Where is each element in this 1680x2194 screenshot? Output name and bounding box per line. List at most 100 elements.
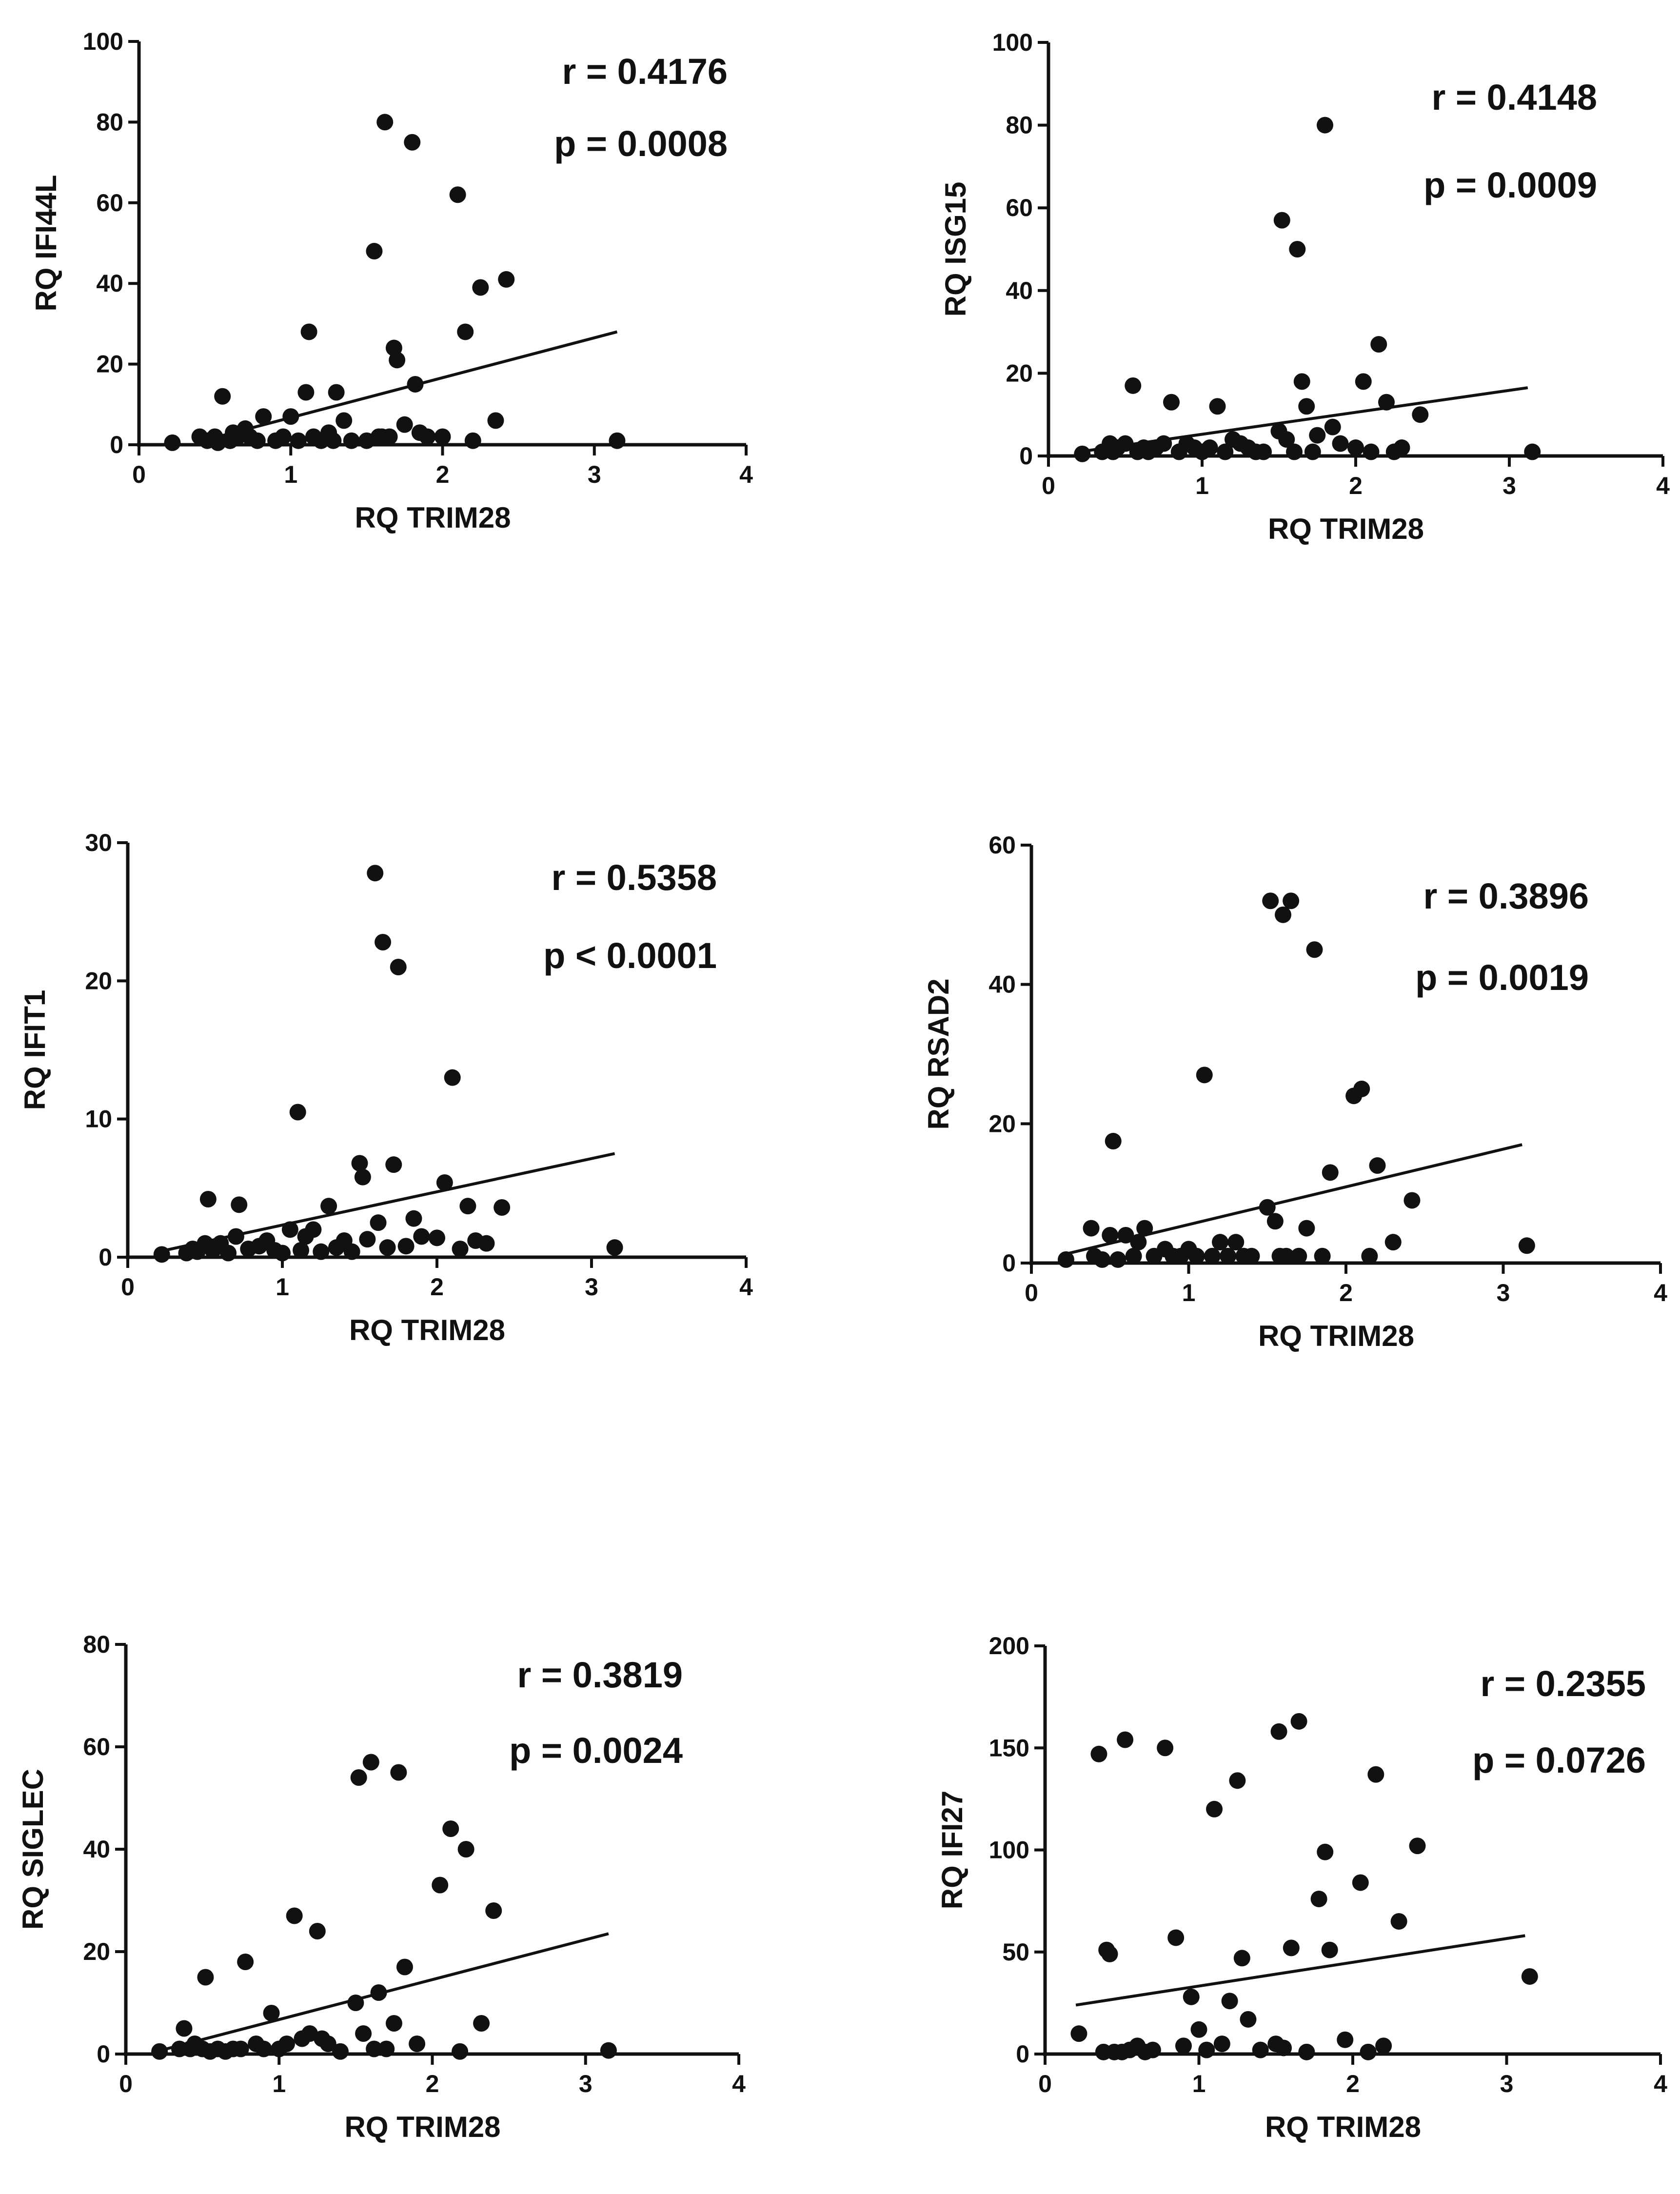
panel-3-data-point xyxy=(305,1221,322,1238)
panel-3-x-tick-label: 2 xyxy=(430,1273,444,1301)
panel-6-x-tick-label: 1 xyxy=(1192,2070,1206,2097)
panel-3-data-point xyxy=(436,1174,453,1191)
panel-4-data-point xyxy=(1196,1067,1213,1084)
panel-4-x-axis-label: RQ TRIM28 xyxy=(1258,1320,1414,1352)
panel-3-data-point xyxy=(494,1199,511,1216)
panel-3-data-point xyxy=(606,1239,623,1256)
panel-4-data-point xyxy=(1188,1247,1205,1265)
panel-5-data-point xyxy=(396,1958,413,1976)
panel-1-data-point xyxy=(370,428,387,445)
panel-2-data-point xyxy=(1074,445,1091,462)
panel-3-data-point xyxy=(359,1231,376,1248)
panel-5-data-point xyxy=(176,2020,193,2037)
panel-4-data-point xyxy=(1136,1220,1153,1237)
panel-6-y-axis-label: RQ IFI27 xyxy=(936,1791,968,1909)
panel-2-data-point xyxy=(1201,439,1218,456)
panel-2-data-point xyxy=(1309,427,1326,444)
panel-6-data-point xyxy=(1375,2037,1392,2055)
panel-4-x-tick-label: 1 xyxy=(1182,1279,1196,1306)
panel-1-data-point xyxy=(275,428,292,445)
panel-4-data-point xyxy=(1262,892,1279,909)
panel-4-data-point xyxy=(1361,1247,1378,1265)
panel-4-data-point xyxy=(1298,1220,1315,1237)
panel-6-data-point xyxy=(1367,1766,1384,1783)
panel-2-data-point xyxy=(1255,443,1272,460)
panel-4-data-point xyxy=(1083,1220,1100,1237)
panel-1-data-point xyxy=(366,243,383,260)
panel-1-y-tick-label: 60 xyxy=(96,189,123,217)
panel-5-data-point xyxy=(409,2036,426,2052)
panel-5-x-tick-label: 2 xyxy=(426,2070,439,2097)
panel-4-data-point xyxy=(1094,1251,1111,1268)
panel-2-data-point xyxy=(1217,443,1234,460)
panel-1-data-point xyxy=(255,408,272,425)
panel-6-data-point xyxy=(1190,2021,1207,2038)
panel-1-data-point xyxy=(396,416,413,433)
panel-4-data-point xyxy=(1204,1247,1221,1265)
panel-5-data-point xyxy=(332,2043,349,2060)
panel-4-data-point xyxy=(1275,906,1291,923)
panel-3-y-tick-label: 20 xyxy=(85,967,112,994)
panel-3-data-point xyxy=(281,1221,298,1238)
panel-6-x-tick-label: 4 xyxy=(1654,2070,1667,2097)
panel-4-data-point xyxy=(1369,1157,1386,1174)
panel-1-data-point xyxy=(328,384,345,401)
panel-1-x-tick-label: 4 xyxy=(739,461,753,488)
panel-6-data-point xyxy=(1317,1843,1334,1860)
panel-1-p-value: p = 0.0008 xyxy=(554,123,728,164)
panel-1-data-point xyxy=(249,432,266,449)
panel-3-data-point xyxy=(227,1228,244,1245)
panel-4-data-point xyxy=(1227,1234,1245,1251)
panel-1-data-point xyxy=(297,384,315,401)
panel-6-x-tick-label: 2 xyxy=(1346,2070,1360,2097)
panel-3-x-axis-label: RQ TRIM28 xyxy=(349,1314,505,1346)
panel-3-y-tick-label: 0 xyxy=(99,1244,112,1271)
panel-2-data-point xyxy=(1125,377,1142,394)
panel-5-data-point xyxy=(309,1923,326,1939)
panel-1-x-tick-label: 2 xyxy=(436,461,450,488)
panel-3-data-point xyxy=(397,1238,415,1255)
panel-3-r-value: r = 0.5358 xyxy=(552,857,717,898)
panel-3-data-point xyxy=(153,1246,170,1263)
panel-5-data-point xyxy=(255,2040,272,2057)
panel-6-data-point xyxy=(1521,1968,1538,1985)
panel-5-x-axis-label: RQ TRIM28 xyxy=(344,2111,500,2143)
panel-2-y-tick-label: 0 xyxy=(1019,442,1033,470)
panel-1-data-point xyxy=(457,323,474,340)
panel-2-x-tick-label: 3 xyxy=(1502,472,1516,499)
panel-5-data-point xyxy=(350,1769,367,1786)
panel-1-r-value: r = 0.4176 xyxy=(562,51,728,92)
panel-6-y-tick-label: 100 xyxy=(989,1837,1029,1864)
panel-6-y-tick-label: 150 xyxy=(989,1734,1029,1761)
panel-6-data-point xyxy=(1310,1890,1327,1907)
panel-6-regression-line xyxy=(1075,1934,1525,2007)
panel-1-data-point xyxy=(434,428,451,445)
panel-3-data-point xyxy=(444,1069,461,1086)
panel-4-y-tick-label: 0 xyxy=(1002,1249,1016,1277)
panel-5-x-tick-label: 3 xyxy=(579,2070,593,2097)
panel-5-data-point xyxy=(347,1995,364,2011)
panel-4-data-point xyxy=(1290,1247,1307,1265)
panel-5-data-point xyxy=(286,1907,303,1924)
panel-5-y-axis-label: RQ SIGLEC xyxy=(17,1769,49,1930)
panel-3-data-point xyxy=(313,1243,330,1260)
panel-4-data-point xyxy=(1102,1226,1119,1244)
panel-1-data-point xyxy=(325,432,342,449)
panel-6-x-tick-label: 3 xyxy=(1500,2070,1514,2097)
panel-3-data-point xyxy=(274,1245,291,1262)
panel-3-data-point xyxy=(429,1229,445,1246)
panel-6-data-point xyxy=(1090,1745,1107,1762)
panel-5-data-point xyxy=(355,2025,372,2042)
panel-2-y-tick-label: 100 xyxy=(992,29,1033,56)
panel-4-y-tick-label: 20 xyxy=(988,1110,1016,1137)
panel-6-data-point xyxy=(1409,1838,1426,1855)
panel-4-data-point xyxy=(1306,941,1323,958)
panel-1-y-tick-label: 0 xyxy=(110,431,123,458)
panel-3-data-point xyxy=(459,1198,476,1215)
panel-4-data-point xyxy=(1109,1251,1127,1268)
panel-6-data-point xyxy=(1175,2037,1192,2055)
panel-6-data-point xyxy=(1183,1988,1200,2005)
panel-2-y-tick-label: 80 xyxy=(1006,112,1033,139)
panel-6-data-point xyxy=(1298,2043,1315,2060)
